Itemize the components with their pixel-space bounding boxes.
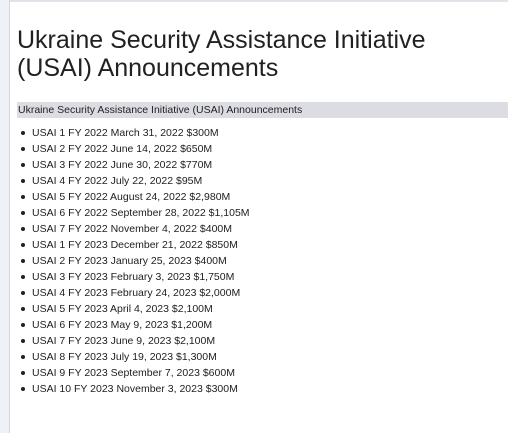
list-item: USAI 3 FY 2022 June 30, 2022 $770M <box>21 157 250 173</box>
list-item: USAI 9 FY 2023 September 7, 2023 $600M <box>21 365 250 381</box>
list-item: USAI 2 FY 2023 January 25, 2023 $400M <box>21 253 250 269</box>
list-item: USAI 4 FY 2023 February 24, 2023 $2,000M <box>21 285 250 301</box>
list-item: USAI 8 FY 2023 July 19, 2023 $1,300M <box>21 349 250 365</box>
list-item: USAI 10 FY 2023 November 3, 2023 $300M <box>21 381 250 397</box>
list-item: USAI 2 FY 2022 June 14, 2022 $650M <box>21 141 250 157</box>
list-item: USAI 7 FY 2023 June 9, 2023 $2,100M <box>21 333 250 349</box>
announcement-list: USAI 1 FY 2022 March 31, 2022 $300M USAI… <box>17 125 250 397</box>
list-item: USAI 6 FY 2023 May 9, 2023 $1,200M <box>21 317 250 333</box>
list-item: USAI 7 FY 2022 November 4, 2022 $400M <box>21 221 250 237</box>
list-item: USAI 5 FY 2022 August 24, 2022 $2,980M <box>21 189 250 205</box>
section-heading: Ukraine Security Assistance Initiative (… <box>17 102 508 118</box>
list-item: USAI 1 FY 2023 December 21, 2022 $850M <box>21 237 250 253</box>
list-item: USAI 1 FY 2022 March 31, 2022 $300M <box>21 125 250 141</box>
left-margin-strip <box>0 0 10 433</box>
list-item: USAI 3 FY 2023 February 3, 2023 $1,750M <box>21 269 250 285</box>
list-item: USAI 5 FY 2023 April 4, 2023 $2,100M <box>21 301 250 317</box>
article-content: Ukraine Security Assistance Initiative (… <box>17 26 508 395</box>
list-item: USAI 6 FY 2022 September 28, 2022 $1,105… <box>21 207 250 219</box>
list-item: USAI 4 FY 2022 July 22, 2022 $95M <box>21 173 250 189</box>
page-title: Ukraine Security Assistance Initiative (… <box>17 26 426 82</box>
